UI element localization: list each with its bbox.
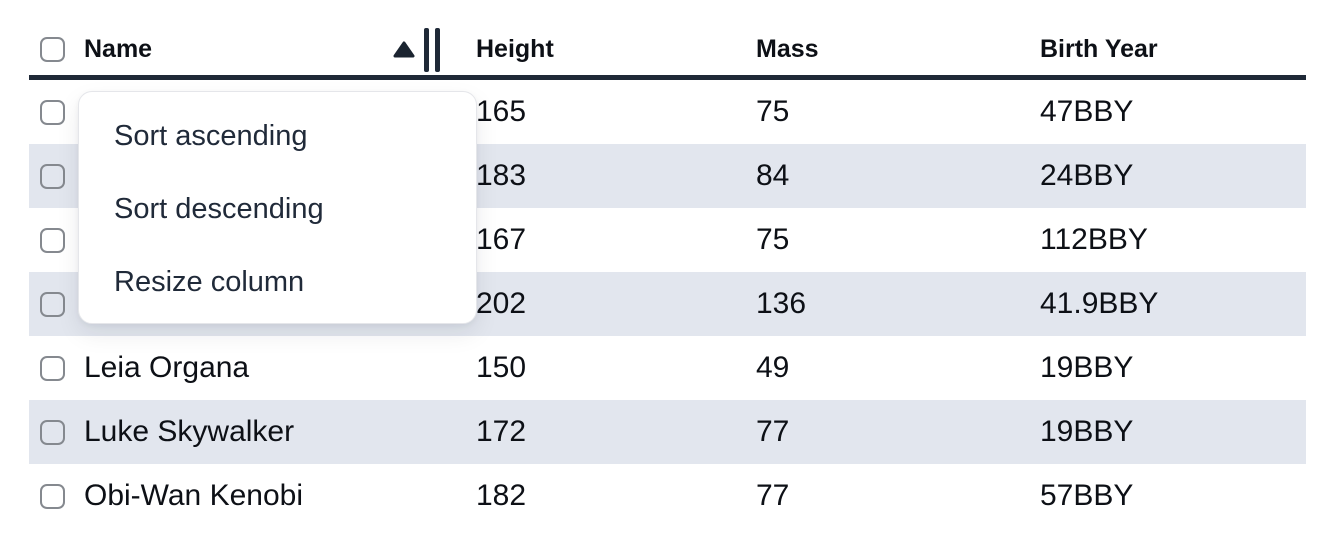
cell-name: Obi-Wan Kenobi [84,479,303,509]
cell-height: 202 [476,287,527,320]
column-header-mass-label: Mass [756,35,819,63]
column-resize-handle[interactable] [424,27,440,72]
column-header-height[interactable]: Height [476,35,756,64]
cell-name: Luke Skywalker [84,415,295,448]
cell-birth-year: 19BBY [1040,415,1134,448]
column-header-birth-year[interactable]: Birth Year [1040,35,1306,64]
cell-mass: 77 [756,479,790,509]
table-row: Luke Skywalker 172 77 19BBY [29,400,1306,464]
column-context-menu: Sort ascending Sort descending Resize co… [78,91,477,324]
cell-birth-year: 47BBY [1040,95,1134,128]
select-all-checkbox[interactable] [40,37,65,62]
cell-height: 165 [476,95,527,128]
row-checkbox[interactable] [40,355,65,381]
cell-birth-year: 19BBY [1040,351,1134,384]
cell-birth-year: 57BBY [1040,479,1134,509]
cell-birth-year: 112BBY [1040,223,1148,256]
cell-mass: 77 [756,415,790,448]
cell-height: 167 [476,223,527,256]
column-header-birth-year-label: Birth Year [1040,35,1158,63]
cell-height: 182 [476,479,527,509]
row-checkbox[interactable] [40,163,65,189]
cell-mass: 49 [756,351,790,384]
row-checkbox[interactable] [40,291,65,317]
cell-name: Leia Organa [84,351,250,384]
column-header-mass[interactable]: Mass [756,35,1040,64]
cell-height: 150 [476,351,527,384]
cell-mass: 136 [756,287,807,320]
cell-mass: 84 [756,159,790,192]
menu-item-resize-column[interactable]: Resize column [114,266,305,298]
sort-ascending-triangle-icon [393,41,415,58]
table-header-row: Name Height Mass Birth Year [29,0,1306,80]
row-checkbox[interactable] [40,99,65,125]
menu-item-sort-descending[interactable]: Sort descending [114,193,324,225]
header-checkbox-cell [29,37,84,62]
cell-mass: 75 [756,95,790,128]
column-header-name-label: Name [84,35,153,63]
table-row: Leia Organa 150 49 19BBY [29,336,1306,400]
cell-height: 183 [476,159,527,192]
cell-birth-year: 41.9BBY [1040,287,1159,320]
cell-height: 172 [476,415,527,448]
row-checkbox[interactable] [40,483,65,509]
column-header-name[interactable]: Name [84,27,476,72]
column-header-height-label: Height [476,35,554,63]
row-checkbox[interactable] [40,227,65,253]
table-row: Obi-Wan Kenobi 182 77 57BBY [29,464,1306,509]
cell-birth-year: 24BBY [1040,159,1134,192]
cell-mass: 75 [756,223,790,256]
row-checkbox[interactable] [40,419,65,445]
menu-item-sort-ascending[interactable]: Sort ascending [114,120,308,152]
